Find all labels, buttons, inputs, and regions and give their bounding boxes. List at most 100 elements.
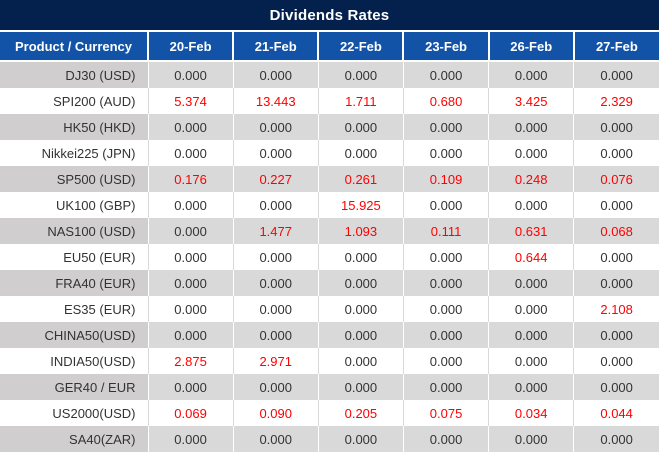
dividend-value: 1.711: [318, 88, 404, 114]
dividend-value: 0.000: [318, 270, 404, 296]
product-label: HK50 (HKD): [0, 114, 149, 140]
dividend-value: 5.374: [148, 88, 234, 114]
dividend-value: 0.248: [488, 166, 575, 192]
product-label: ES35 (EUR): [0, 296, 149, 322]
dividend-value: 0.000: [488, 374, 575, 400]
dividend-value: 0.075: [403, 400, 490, 426]
dividend-value: 0.000: [403, 374, 490, 400]
table-row: CHINA50(USD) 0.000 0.000 0.000 0.000 0.000 0.0…: [0, 322, 659, 348]
product-label: GER40 / EUR: [0, 374, 149, 400]
dividend-value: 0.000: [573, 348, 659, 374]
dividend-value: 0.227: [233, 166, 319, 192]
dividend-value: 0.000: [318, 244, 404, 270]
product-label: UK100 (GBP): [0, 192, 149, 218]
dividend-value: 0.000: [488, 140, 575, 166]
dividend-value: 0.000: [148, 114, 234, 140]
product-label: CHINA50(USD): [0, 322, 149, 348]
dividend-value: 0.000: [233, 244, 319, 270]
dividend-value: 0.000: [148, 322, 234, 348]
dividend-value: 0.111: [403, 218, 490, 244]
dividend-value: 0.076: [573, 166, 659, 192]
dividend-value: 0.000: [573, 140, 659, 166]
dividend-value: 0.000: [573, 192, 659, 218]
dividend-value: 0.631: [488, 218, 575, 244]
dividend-value: 1.477: [233, 218, 319, 244]
dividend-value: 0.000: [318, 140, 404, 166]
dividend-value: 0.000: [403, 348, 490, 374]
dividend-value: 0.000: [488, 270, 575, 296]
product-label: INDIA50(USD): [0, 348, 149, 374]
column-header-product: Product / Currency: [0, 32, 149, 62]
dividend-value: 0.000: [573, 270, 659, 296]
dividend-value: 0.044: [573, 400, 659, 426]
product-label: FRA40 (EUR): [0, 270, 149, 296]
dividend-value: 0.000: [148, 244, 234, 270]
dividend-value: 0.261: [318, 166, 404, 192]
dividend-value: 0.000: [573, 322, 659, 348]
dividend-value: 0.000: [148, 61, 234, 88]
column-header-date: 21-Feb: [233, 32, 320, 62]
dividend-value: 0.000: [233, 296, 319, 322]
dividend-value: 0.068: [573, 218, 659, 244]
column-header-date: 23-Feb: [403, 32, 490, 62]
dividend-value: 0.000: [318, 114, 404, 140]
table-row: NAS100 (USD) 0.000 1.477 1.093 0.111 0.631 0.0…: [0, 218, 659, 244]
dividend-value: 2.329: [573, 88, 659, 114]
dividend-value: 2.971: [233, 348, 319, 374]
header-row: Product / Currency 20-Feb 21-Feb 22-Feb 23-…: [0, 32, 659, 62]
dividend-value: 0.000: [148, 374, 234, 400]
dividend-value: 0.000: [148, 296, 234, 322]
table-row: HK50 (HKD) 0.000 0.000 0.000 0.000 0.000 0.000: [0, 114, 659, 140]
column-header-date: 20-Feb: [148, 32, 235, 62]
table-row: SPI200 (AUD) 5.374 13.443 1.711 0.680 3.425 2.…: [0, 88, 659, 114]
dividend-value: 0.000: [148, 140, 234, 166]
product-label: US2000(USD): [0, 400, 149, 426]
dividend-value: 0.034: [488, 400, 575, 426]
dividend-value: 0.000: [488, 296, 575, 322]
dividend-value: 0.000: [233, 322, 319, 348]
dividend-value: 0.069: [148, 400, 234, 426]
table-row: ES35 (EUR) 0.000 0.000 0.000 0.000 0.000 2.108: [0, 296, 659, 322]
dividend-value: 0.000: [318, 426, 404, 452]
dividend-value: 0.000: [573, 244, 659, 270]
table-row: SA40(ZAR) 0.000 0.000 0.000 0.000 0.000 0.000: [0, 426, 659, 452]
dividend-value: 0.000: [318, 61, 404, 88]
dividend-value: 0.000: [318, 296, 404, 322]
dividend-value: 0.000: [318, 322, 404, 348]
dividend-value: 0.000: [488, 322, 575, 348]
table-row: EU50 (EUR) 0.000 0.000 0.000 0.000 0.644 0.000: [0, 244, 659, 270]
column-header-date: 22-Feb: [318, 32, 405, 62]
product-label: Nikkei225 (JPN): [0, 140, 149, 166]
dividend-value: 0.000: [403, 114, 490, 140]
product-label: SA40(ZAR): [0, 426, 149, 452]
dividend-value: 0.205: [318, 400, 404, 426]
dividend-value: 0.000: [403, 270, 490, 296]
dividend-value: 0.000: [403, 296, 490, 322]
dividend-value: 0.000: [403, 426, 490, 452]
table-row: GER40 / EUR 0.000 0.000 0.000 0.000 0.000 0.00…: [0, 374, 659, 400]
table-body: DJ30 (USD) 0.000 0.000 0.000 0.000 0.000 0.000…: [0, 61, 659, 452]
dividend-value: 0.000: [318, 374, 404, 400]
dividend-value: 0.644: [488, 244, 575, 270]
column-header-date: 27-Feb: [573, 32, 659, 62]
dividend-value: 0.000: [488, 114, 575, 140]
dividend-value: 0.000: [318, 348, 404, 374]
dividend-value: 2.875: [148, 348, 234, 374]
dividend-value: 0.000: [233, 374, 319, 400]
dividend-value: 0.000: [233, 270, 319, 296]
dividend-value: 0.680: [403, 88, 490, 114]
product-label: DJ30 (USD): [0, 61, 149, 88]
dividend-value: 0.000: [488, 348, 575, 374]
dividends-table: Product / Currency 20-Feb 21-Feb 22-Feb 23-…: [0, 32, 659, 452]
product-label: SP500 (USD): [0, 166, 149, 192]
product-label: SPI200 (AUD): [0, 88, 149, 114]
table-row: UK100 (GBP) 0.000 0.000 15.925 0.000 0.000 0.0…: [0, 192, 659, 218]
dividend-value: 0.000: [233, 114, 319, 140]
table-row: US2000(USD) 0.069 0.090 0.205 0.075 0.034 0.04…: [0, 400, 659, 426]
dividend-value: 0.000: [233, 426, 319, 452]
dividend-value: 15.925: [318, 192, 404, 218]
dividend-value: 0.090: [233, 400, 319, 426]
dividend-value: 0.000: [403, 322, 490, 348]
dividend-value: 0.000: [233, 140, 319, 166]
